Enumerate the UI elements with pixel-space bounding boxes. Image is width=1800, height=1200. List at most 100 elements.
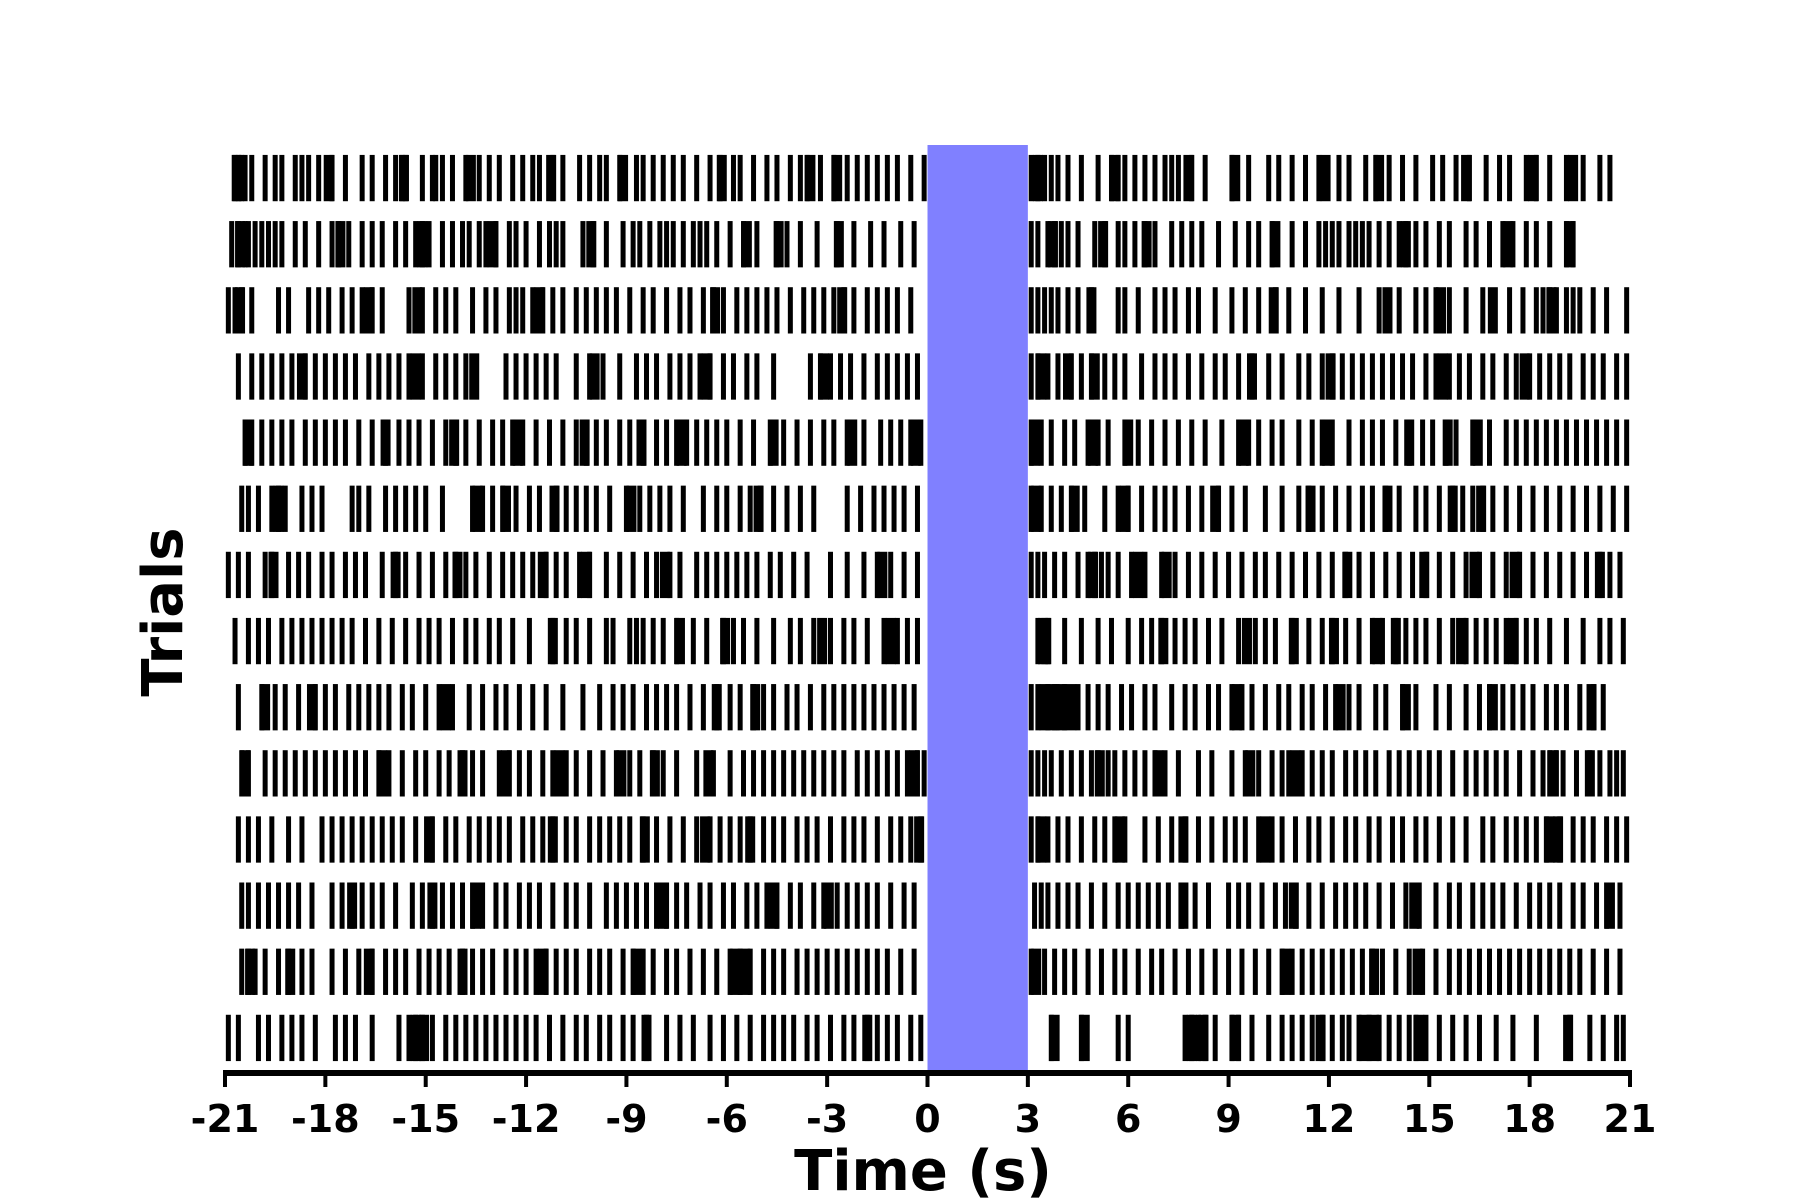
spike-mark: [1052, 948, 1058, 995]
spike-mark: [881, 221, 887, 268]
spike-mark: [1620, 617, 1626, 665]
spike-mark: [1119, 684, 1125, 731]
spike-mark: [894, 287, 900, 334]
spike-mark: [286, 816, 292, 863]
spike-mark: [1085, 419, 1091, 466]
spike-mark: [1436, 816, 1442, 863]
spike-mark: [1614, 750, 1620, 797]
spike-burst-mark: [1280, 948, 1291, 995]
spike-mark: [496, 617, 502, 665]
spike-mark: [1500, 882, 1506, 929]
spike-mark: [1450, 750, 1456, 797]
spike-mark: [1379, 948, 1385, 995]
spike-burst-mark: [1290, 750, 1301, 797]
spike-mark: [1604, 287, 1610, 334]
spike-mark: [1476, 948, 1482, 995]
spike-mark: [1343, 882, 1349, 929]
spike-mark: [269, 816, 275, 863]
spike-mark: [1269, 419, 1275, 466]
spike-mark: [751, 419, 757, 466]
spike-mark: [530, 684, 536, 731]
spike-mark: [433, 353, 439, 400]
spike-mark: [1102, 882, 1108, 929]
spike-mark: [1256, 816, 1262, 863]
spike-mark: [1072, 419, 1078, 466]
spike-mark: [443, 419, 449, 466]
spike-mark: [1483, 154, 1489, 202]
spike-mark: [1460, 485, 1466, 532]
spike-mark: [1142, 816, 1148, 863]
spike-mark: [399, 816, 405, 863]
spike-mark: [563, 948, 569, 995]
spike-mark: [510, 617, 516, 665]
spike-burst-mark: [1270, 221, 1281, 268]
spike-mark: [1433, 684, 1439, 731]
spike-mark: [644, 551, 649, 599]
spike-mark: [1359, 419, 1365, 466]
spike-mark: [1055, 816, 1061, 863]
spike-mark: [1092, 221, 1098, 268]
spike-mark: [1062, 419, 1068, 466]
spike-burst-mark: [1133, 551, 1144, 599]
spike-mark: [1075, 684, 1081, 731]
spike-mark: [486, 617, 492, 665]
spike-mark: [1122, 750, 1128, 797]
spike-mark: [1216, 221, 1222, 268]
spike-mark: [1393, 419, 1399, 466]
spike-mark: [1530, 684, 1536, 731]
spike-mark: [1135, 948, 1141, 995]
spike-mark: [1162, 485, 1168, 532]
spike-mark: [914, 485, 920, 532]
spike-mark: [894, 154, 900, 202]
spike-mark: [1396, 287, 1402, 334]
spike-mark: [1152, 154, 1158, 202]
spike-mark: [1570, 816, 1576, 863]
spike-mark: [339, 287, 345, 334]
spike-mark: [235, 684, 241, 731]
spike-mark: [252, 221, 258, 268]
spike-mark: [704, 551, 710, 599]
spike-mark: [1563, 684, 1569, 731]
spike-burst-mark: [626, 485, 637, 532]
spike-burst-mark: [1238, 419, 1249, 466]
spike-mark: [1543, 419, 1549, 466]
spike-mark: [1095, 617, 1101, 665]
spike-burst-mark: [235, 287, 246, 334]
spike-mark: [235, 816, 241, 863]
spike-mark: [1557, 882, 1563, 929]
spike-mark: [490, 485, 496, 532]
spike-mark: [1473, 617, 1479, 665]
spike-mark: [1085, 948, 1091, 995]
spike-burst-mark: [1109, 154, 1120, 202]
spike-mark: [1236, 882, 1242, 929]
spike-mark: [1309, 1014, 1315, 1062]
spike-mark: [309, 485, 315, 532]
spike-mark: [1209, 816, 1215, 863]
spike-mark: [797, 882, 803, 929]
spike-burst-mark: [833, 221, 844, 268]
spike-mark: [513, 948, 519, 995]
spike-mark: [289, 353, 295, 400]
spike-mark: [1042, 287, 1048, 334]
spike-mark: [804, 1014, 810, 1062]
spike-mark: [1624, 353, 1630, 400]
spike-mark: [1165, 882, 1171, 929]
spike-mark: [844, 948, 850, 995]
spike-mark: [393, 948, 399, 995]
spike-mark: [697, 353, 703, 400]
spike-mark: [1306, 353, 1312, 400]
spike-mark: [533, 419, 539, 466]
spike-mark: [1453, 419, 1459, 466]
spike-mark: [1597, 485, 1603, 532]
spike-mark: [1620, 1014, 1626, 1062]
spike-burst-mark: [1178, 882, 1189, 929]
spike-mark: [664, 419, 670, 466]
spike-mark: [563, 485, 569, 532]
spike-mark: [359, 221, 365, 268]
spike-mark: [1175, 419, 1181, 466]
spike-burst-mark: [363, 287, 374, 334]
spike-mark: [1333, 684, 1339, 731]
spike-mark: [255, 1014, 261, 1062]
x-tick-label: 15: [1403, 1097, 1456, 1141]
